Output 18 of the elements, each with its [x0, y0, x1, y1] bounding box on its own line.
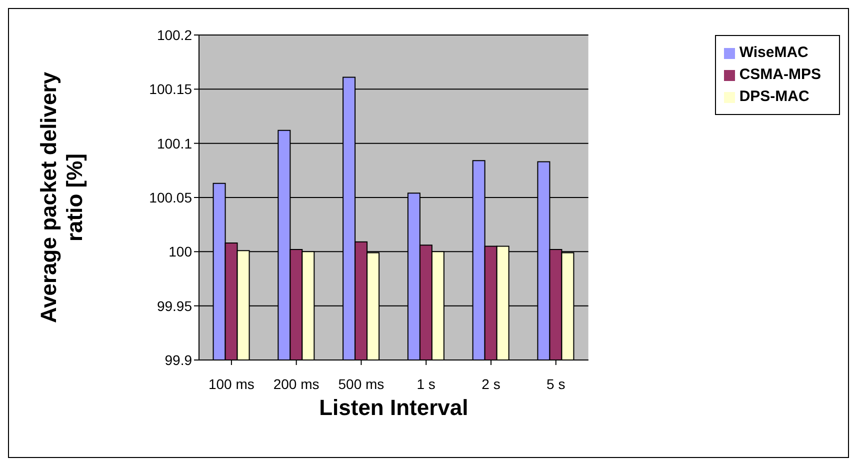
y-tick-label: 100.1 [156, 135, 192, 152]
legend-label: DPS-MAC [739, 88, 810, 105]
legend-label: WiseMAC [739, 44, 808, 61]
y-tick-label: 100.2 [156, 26, 192, 43]
x-tick-label: 2 s [482, 376, 500, 392]
y-tick-label: 100.05 [149, 189, 192, 206]
y-tick-label: 100 [168, 244, 192, 260]
x-axis-title: Listen Interval [319, 395, 468, 420]
x-tick-label: 200 ms [273, 376, 320, 392]
legend-label: CSMA-MPS [739, 66, 821, 83]
y-tick-label: 99.95 [156, 298, 192, 314]
y-tick-label: 100.15 [149, 81, 192, 98]
y-axis-title: Average packet delivery ratio [%] [36, 71, 87, 324]
x-tick-label: 5 s [546, 376, 566, 392]
y-tick-label: 99.9 [164, 352, 192, 368]
x-tick-label: 500 ms [338, 376, 384, 392]
x-tick-label: 1 s [416, 376, 436, 392]
x-tick-label: 100 ms [208, 376, 254, 392]
